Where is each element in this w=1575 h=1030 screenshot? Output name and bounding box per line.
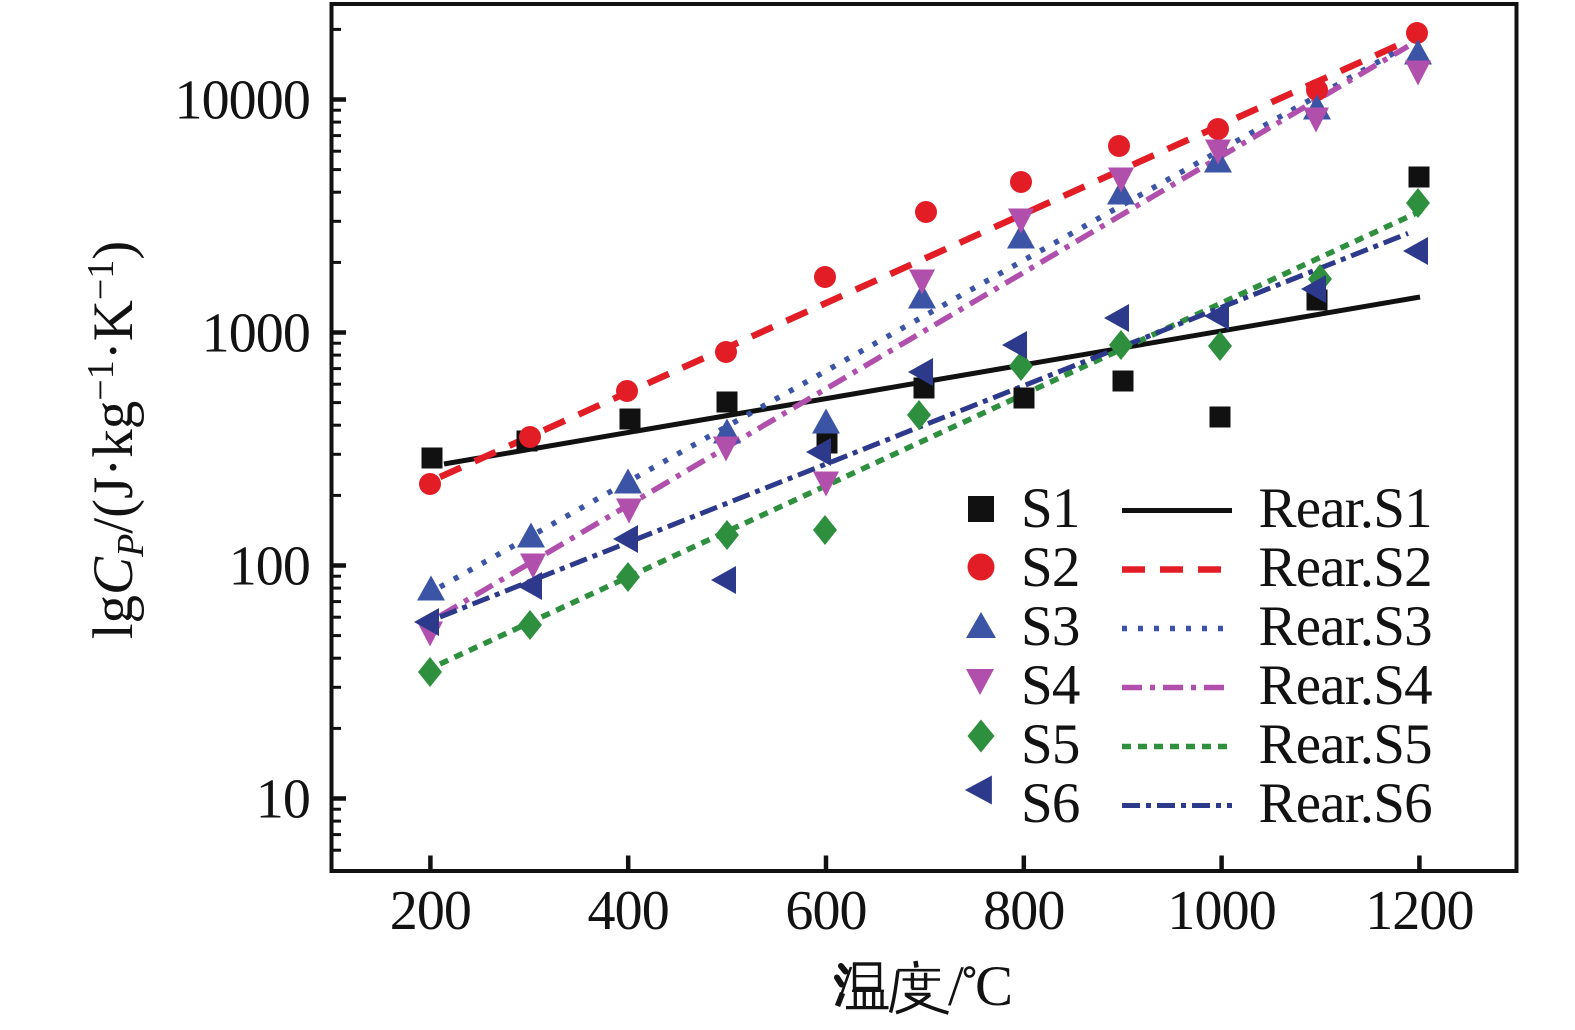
svg-text:Rear.S6: Rear.S6 [1259,772,1432,835]
svg-text:1000: 1000 [1167,880,1275,942]
svg-text:S1: S1 [1021,477,1080,540]
svg-text:100: 100 [229,536,310,598]
svg-text:S5: S5 [1021,713,1080,776]
svg-text:S2: S2 [1021,536,1080,599]
svg-text:lgCP/(J·kg−1·K−1): lgCP/(J·kg−1·K−1) [80,241,152,640]
svg-text:Rear.S3: Rear.S3 [1259,595,1432,658]
svg-text:Rear.S1: Rear.S1 [1259,477,1432,540]
svg-text:C: C [975,955,1013,1018]
svg-text:S3: S3 [1021,595,1080,658]
svg-text:1000: 1000 [202,303,310,365]
svg-text:600: 600 [785,880,866,942]
svg-text:10: 10 [256,769,310,831]
svg-text:Rear.S4: Rear.S4 [1259,654,1433,717]
svg-text:800: 800 [983,880,1064,942]
svg-text:S4: S4 [1021,654,1080,717]
svg-text:1200: 1200 [1365,880,1473,942]
svg-text:Rear.S5: Rear.S5 [1259,713,1432,776]
svg-text:Rear.S2: Rear.S2 [1259,536,1432,599]
svg-text:S6: S6 [1021,772,1080,835]
svg-text:200: 200 [390,880,471,942]
svg-text:/: / [948,955,964,1018]
svg-text:400: 400 [588,880,669,942]
svg-text:10000: 10000 [174,70,310,132]
